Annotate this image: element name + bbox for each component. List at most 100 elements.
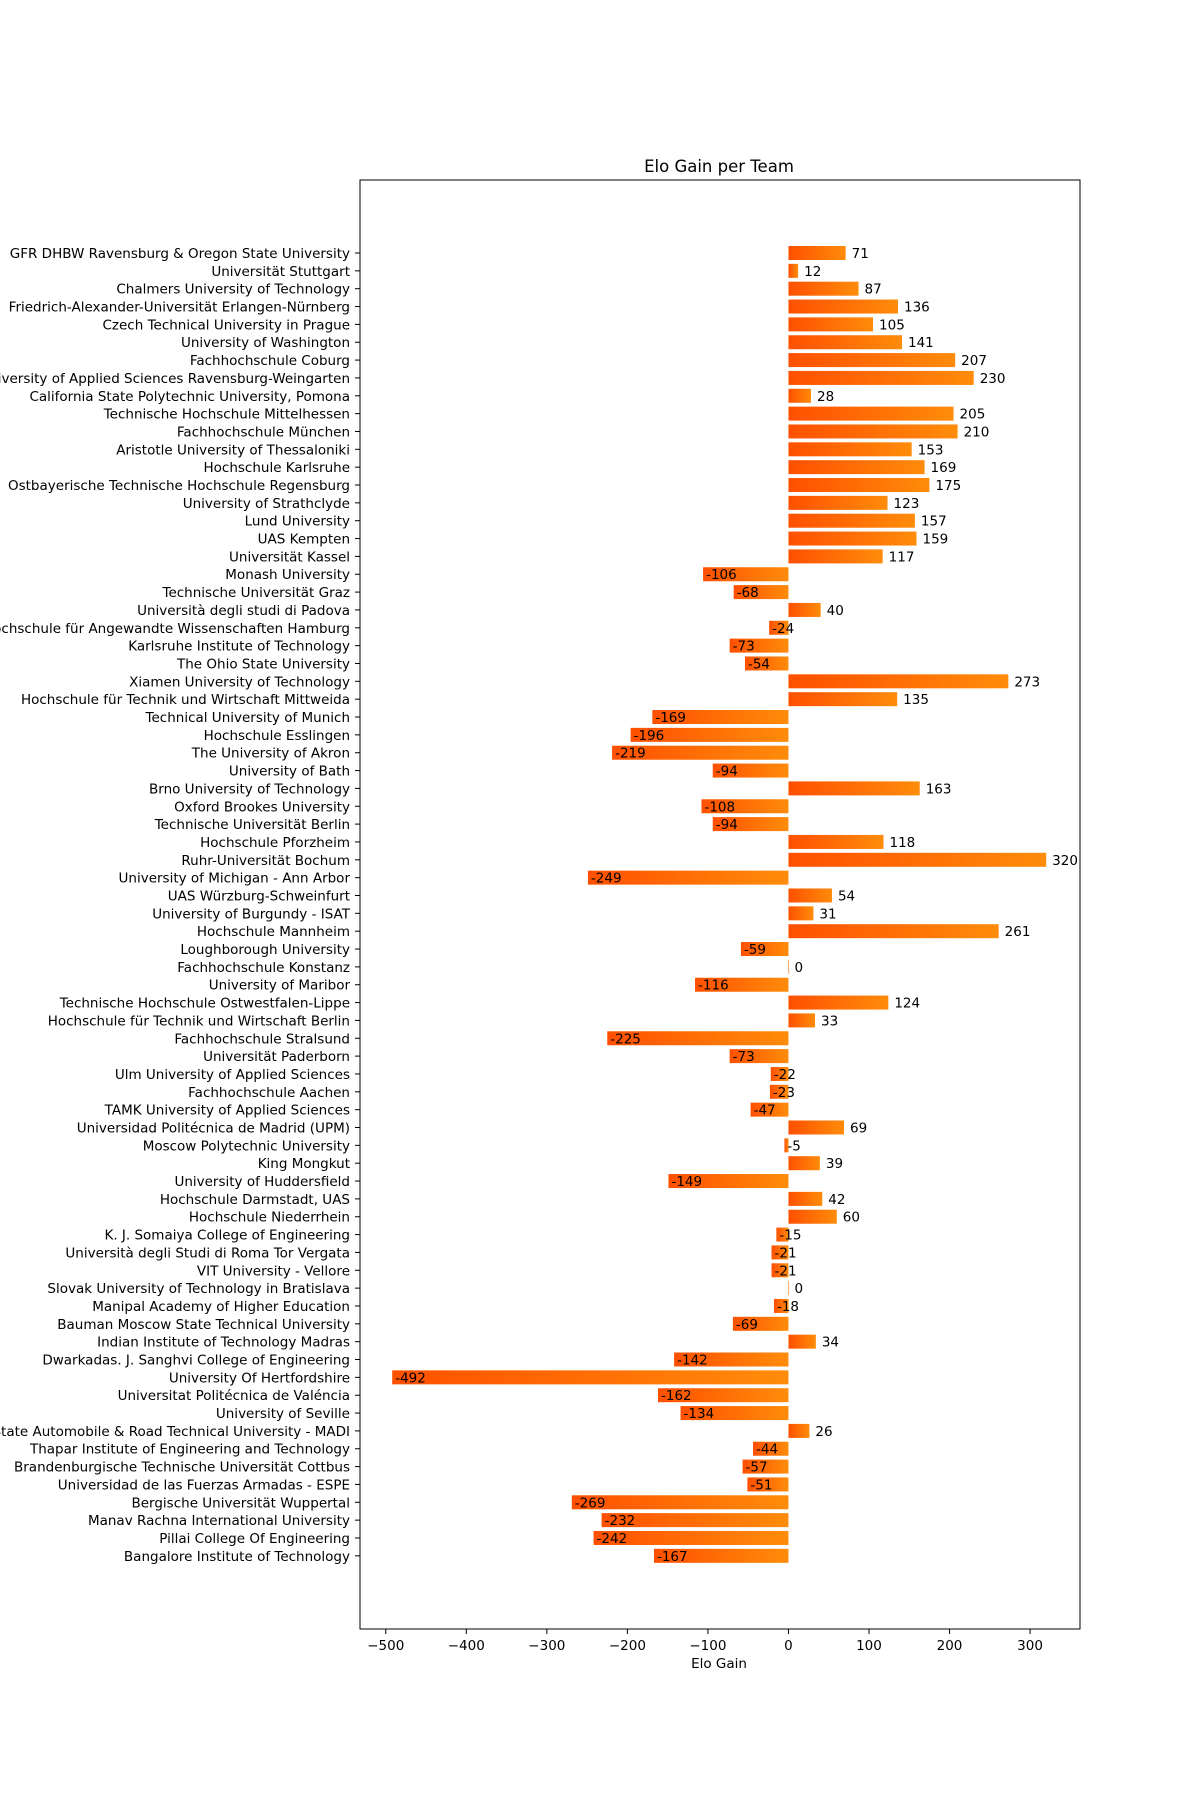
data-label: -108: [704, 799, 735, 815]
bars-group: [392, 246, 1047, 1563]
data-label: 28: [817, 389, 834, 405]
bar: [630, 727, 789, 742]
category-label: Moscow State Automobile & Road Technical…: [0, 1424, 350, 1440]
data-label: 105: [879, 317, 905, 333]
data-label: 205: [960, 407, 986, 423]
category-label: Universidad Politécnica de Madrid (UPM): [77, 1121, 350, 1137]
category-label: VIT University - Vellore: [197, 1263, 350, 1279]
data-label: -24: [772, 621, 794, 637]
category-label: Bergische Universität Wuppertal: [131, 1495, 350, 1511]
x-tick-label: −200: [609, 1638, 646, 1654]
x-tick-label: 300: [1017, 1638, 1043, 1654]
category-label: Università degli Studi di Roma Tor Verga…: [65, 1245, 350, 1261]
category-label: Brandenburgische Technische Universität …: [14, 1460, 350, 1476]
category-label: GFR DHBW Ravensburg & Oregon State Unive…: [10, 246, 350, 262]
data-label: -59: [744, 942, 766, 958]
data-label: -5: [787, 1138, 800, 1154]
category-label: University of Maribor: [209, 978, 351, 994]
bar: [784, 1138, 789, 1153]
bar: [771, 1245, 789, 1260]
category-label: Indian Institute of Technology Madras: [97, 1335, 350, 1351]
data-label: 320: [1052, 853, 1078, 869]
bar: [653, 1548, 789, 1563]
data-label: -73: [733, 639, 755, 655]
data-label: 159: [923, 532, 949, 548]
category-label: TAMK University of Applied Sciences: [104, 1103, 350, 1119]
data-label: -94: [716, 764, 738, 780]
category-label: Universidad de las Fuerzas Armadas - ESP…: [58, 1477, 350, 1493]
bar: [788, 1334, 816, 1349]
category-label: Technische Hochschule Ostwestfalen-Lippe: [59, 996, 350, 1012]
bar: [680, 1406, 789, 1421]
data-label: 69: [850, 1121, 867, 1137]
data-label: -57: [746, 1460, 768, 1476]
bar: [788, 406, 954, 421]
bar: [701, 799, 789, 814]
data-label: -68: [737, 585, 759, 601]
bar: [788, 478, 930, 493]
bar: [770, 1066, 789, 1081]
category-label: UAS Kempten: [258, 532, 350, 548]
data-label: 124: [894, 996, 920, 1012]
category-label: Technical University of Munich: [145, 710, 350, 726]
category-label: Hochschule Pforzheim: [200, 835, 350, 851]
category-label: Friedrich-Alexander-Universität Erlangen…: [9, 300, 350, 316]
category-labels-group: GFR DHBW Ravensburg & Oregon State Unive…: [0, 246, 360, 1565]
category-label: Monash University: [225, 567, 350, 583]
bar: [587, 870, 789, 885]
bar: [392, 1370, 789, 1385]
data-label: -142: [677, 1353, 708, 1369]
category-label: University of Burgundy - ISAT: [152, 906, 351, 922]
bar: [788, 370, 974, 385]
x-tick-label: 200: [937, 1638, 963, 1654]
data-label: 31: [819, 906, 836, 922]
bar: [788, 531, 917, 546]
category-label: Bauman Moscow State Technical University: [57, 1317, 350, 1333]
category-label: University of Michigan - Ann Arbor: [119, 871, 351, 887]
category-label: Oxford Brookes University: [174, 799, 350, 815]
bar: [695, 977, 789, 992]
data-label: -169: [655, 710, 686, 726]
data-label: 71: [852, 246, 869, 262]
bar: [769, 1084, 789, 1099]
data-label: 34: [822, 1335, 839, 1351]
data-label: -249: [591, 871, 622, 887]
data-label: -47: [754, 1103, 776, 1119]
category-label: Manav Rachna International University: [88, 1513, 350, 1529]
bar: [769, 620, 789, 635]
category-label: Aristotle University of Thessaloniki: [116, 442, 350, 458]
bar: [788, 513, 915, 528]
bar: [712, 817, 789, 832]
category-label: Technische Universität Berlin: [154, 817, 350, 833]
data-label: 169: [931, 460, 957, 476]
bar: [750, 1102, 789, 1117]
category-label: Czech Technical University in Prague: [102, 317, 350, 333]
data-label: -219: [615, 746, 646, 762]
bar: [753, 1441, 789, 1456]
data-label: -242: [597, 1531, 628, 1547]
bar: [788, 495, 888, 510]
category-label: Thapar Institute of Engineering and Tech…: [29, 1442, 350, 1458]
category-label: Fachhochschule Aachen: [188, 1085, 350, 1101]
bar: [788, 924, 999, 939]
category-label: University Of Hertfordshire: [169, 1370, 350, 1386]
category-label: Fachhochschule Stralsund: [174, 1031, 350, 1047]
category-label: University of Washington: [181, 335, 350, 351]
category-label: Fachhochschule Coburg: [190, 353, 350, 369]
category-label: Ostbayerische Technische Hochschule Rege…: [8, 478, 350, 494]
bar: [788, 834, 884, 849]
category-label: Dwarkadas. J. Sanghvi College of Enginee…: [42, 1353, 350, 1369]
category-label: Ulm University of Applied Sciences: [115, 1067, 350, 1083]
bar: [788, 388, 812, 403]
x-tick-label: 0: [784, 1638, 793, 1654]
data-label: -44: [756, 1442, 778, 1458]
bar: [788, 959, 790, 974]
bar: [788, 1423, 810, 1438]
bar: [788, 906, 814, 921]
data-label: 54: [838, 888, 855, 904]
bar: [729, 638, 789, 653]
bar: [674, 1352, 789, 1367]
category-label: Manipal Academy of Higher Education: [92, 1299, 350, 1315]
data-label: -54: [748, 656, 770, 672]
bar: [788, 1209, 837, 1224]
